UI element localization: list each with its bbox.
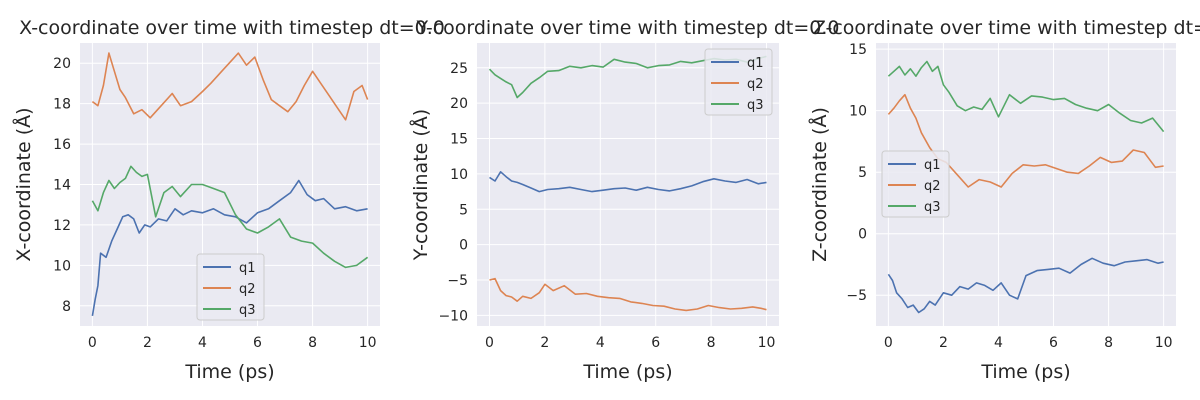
series-line-q2	[887, 93, 1164, 188]
chart-title: X-coordinate over time with timestep dt=…	[19, 17, 445, 39]
y-axis-label: X-coordinate (Å)	[12, 107, 35, 261]
y-tick-label: 12	[53, 218, 71, 234]
series-line-q1	[489, 171, 767, 193]
legend-label-q2: q2	[747, 77, 764, 92]
legend-label-q1: q1	[747, 56, 764, 71]
x-tick-label: 4	[596, 335, 605, 351]
series-line-q2	[91, 52, 369, 121]
series-line-q2	[489, 277, 767, 312]
y-tick-label: −10	[438, 308, 468, 324]
y-tick-label: 20	[450, 96, 468, 112]
y-tick-label: 10	[450, 167, 468, 183]
x-tick-label: 4	[994, 335, 1003, 351]
legend-label-q3: q3	[924, 200, 941, 215]
chart-1: 0 2 4 6 8 10 8 10 12 14 16 18 20 Time (ps) X-coordinat…	[12, 17, 445, 383]
x-tick-label: 10	[758, 335, 776, 351]
chart-3: 0 2 4 6 8 10 −5 0 5 10 15 Time (ps) Z-coordinate (Å)…	[808, 17, 1200, 383]
y-tick-label: 5	[459, 202, 468, 218]
chart-title: Y-coordinate over time with timestep dt=…	[415, 17, 839, 39]
x-tick-label: 6	[651, 335, 660, 351]
x-tick-label: 10	[1155, 335, 1173, 351]
y-tick-label: 8	[62, 299, 71, 315]
x-axis-label: Time (ps)	[582, 361, 672, 383]
y-tick-label: 25	[450, 61, 468, 77]
legend-label-q1: q1	[239, 261, 256, 276]
y-tick-label: −5	[447, 273, 468, 289]
legend: q1 q2 q3	[881, 150, 950, 218]
x-tick-label: 4	[198, 335, 207, 351]
y-tick-label: 10	[53, 258, 71, 274]
x-tick-label: 0	[485, 335, 494, 351]
y-tick-label: 15	[450, 132, 468, 148]
x-tick-label: 6	[1049, 335, 1058, 351]
chart-title: Z-coordinate over time with timestep dt=…	[813, 17, 1200, 39]
legend-label-q1: q1	[924, 158, 941, 173]
legend-label-q2: q2	[239, 282, 256, 297]
x-tick-label: 8	[707, 335, 716, 351]
x-tick-label: 2	[540, 335, 549, 351]
y-tick-label: 5	[858, 165, 867, 181]
x-tick-label: 8	[308, 335, 317, 351]
chart-2: 0 2 4 6 8 10 −10 −5 0 5 10 15 20 25 Time (ps) Y-coordin…	[409, 17, 840, 383]
series-line-q3	[91, 165, 369, 269]
x-tick-label: 0	[884, 335, 893, 351]
y-tick-label: 0	[459, 238, 468, 254]
y-tick-label: 0	[858, 227, 867, 243]
x-tick-label: 6	[253, 335, 262, 351]
x-tick-label: 2	[143, 335, 152, 351]
y-axis-label: Z-coordinate (Å)	[808, 107, 831, 262]
y-tick-label: 15	[849, 42, 867, 58]
x-tick-label: 8	[1104, 335, 1113, 351]
x-tick-label: 10	[359, 335, 377, 351]
legend-label-q3: q3	[239, 303, 256, 318]
y-tick-label: 18	[53, 97, 71, 113]
legend: q1 q2 q3	[196, 253, 265, 321]
y-tick-label: 16	[53, 137, 71, 153]
x-axis-label: Time (ps)	[980, 361, 1070, 383]
x-tick-label: 0	[88, 335, 97, 351]
x-axis-label: Time (ps)	[184, 361, 274, 383]
legend-label-q2: q2	[924, 179, 941, 194]
y-tick-label: 10	[849, 104, 867, 120]
y-tick-label: −5	[846, 288, 867, 304]
series-line-q1	[887, 257, 1164, 314]
y-tick-label: 14	[53, 178, 71, 194]
legend-label-q3: q3	[747, 98, 764, 113]
x-tick-label: 2	[939, 335, 948, 351]
series-line-q1	[91, 179, 368, 317]
series-line-q3	[887, 60, 1165, 133]
y-axis-label: Y-coordinate (Å)	[409, 109, 432, 261]
y-tick-label: 20	[53, 56, 71, 72]
legend: q1 q2 q3	[704, 48, 773, 116]
